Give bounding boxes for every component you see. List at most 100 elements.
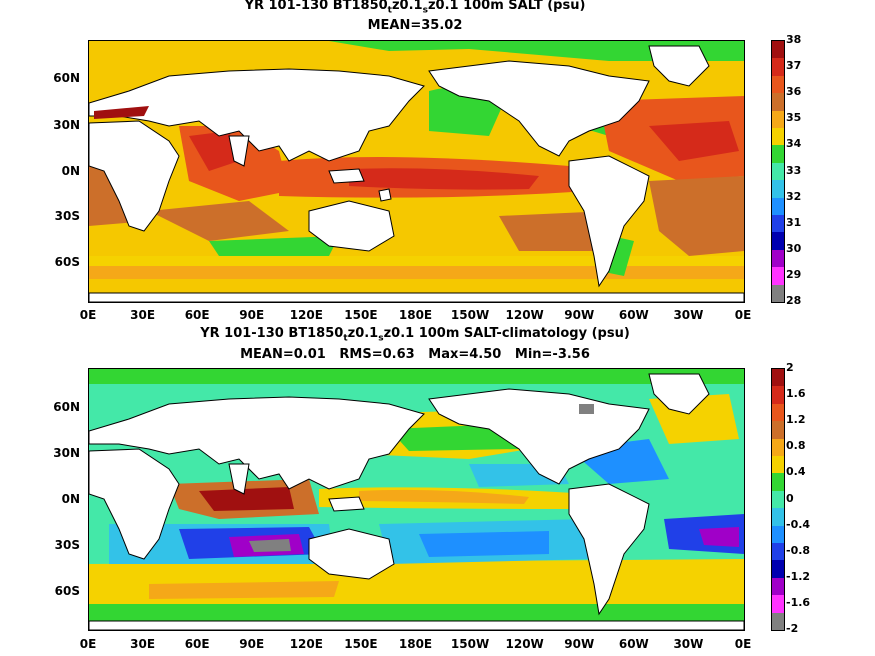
map1-title-part1: YR 101-130 BT1850 bbox=[244, 0, 388, 13]
map2-lat-30n: 30N bbox=[53, 446, 80, 460]
map2-colorbar-tick: 1.6 bbox=[786, 387, 806, 401]
map1-colorbar-tick: 29 bbox=[786, 267, 802, 281]
map1-title-sub-s: s bbox=[422, 5, 428, 16]
map2-colorbar-tick: 0.4 bbox=[786, 465, 806, 479]
map1-lon-label: 30W bbox=[673, 308, 704, 322]
map2-colorbar-tick: -1.6 bbox=[786, 595, 811, 609]
map1-colorbar-swatch bbox=[772, 58, 784, 77]
map1-colorbar-tick: 37 bbox=[786, 59, 802, 73]
map2-lon-label: 30E bbox=[130, 637, 156, 651]
map2-lon-label: 90W bbox=[564, 637, 595, 651]
map1-lon-label: 150E bbox=[344, 308, 378, 322]
map1-colorbar-tick: 28 bbox=[786, 294, 802, 307]
map2-colorbar bbox=[771, 368, 785, 631]
map1-colorbar-swatch bbox=[772, 41, 784, 59]
map1-colorbar-tick: 33 bbox=[786, 163, 802, 177]
map2-title-part3: z0.1 100m SALT-climatology (psu) bbox=[383, 326, 630, 341]
map2-title-part1: YR 101-130 BT1850 bbox=[200, 326, 344, 341]
map1-colorbar-swatch bbox=[772, 232, 784, 251]
map2-title-part2: z0.1 bbox=[347, 326, 379, 341]
map2-colorbar-swatch bbox=[772, 386, 784, 405]
map1-colorbar bbox=[771, 40, 785, 303]
map1-colorbar-swatch bbox=[772, 110, 784, 129]
map1-title: YR 101-130 BT1850tz0.1sz0.1 100m SALT (p… bbox=[0, 0, 830, 19]
map2-colorbar-swatch bbox=[772, 508, 784, 527]
map2-lon-label: 150E bbox=[344, 637, 378, 651]
map1-title-part2: z0.1 bbox=[391, 0, 423, 13]
map1-colorbar-swatch bbox=[772, 75, 784, 94]
map1-colorbar-swatch bbox=[772, 215, 784, 233]
map1-colorbar-swatch bbox=[772, 93, 784, 112]
map2-colorbar-swatch bbox=[772, 525, 784, 544]
map1-lon-label: 180E bbox=[398, 308, 433, 322]
map2-colorbar-tick: -0.4 bbox=[786, 517, 811, 531]
map2-lon-label: 120E bbox=[289, 637, 323, 651]
map2-lon-label: 90E bbox=[239, 637, 265, 651]
map2-lon-label: 60W bbox=[618, 637, 649, 651]
map2-lon-label: 0E bbox=[734, 637, 752, 651]
map2-colorbar-tick: 1.2 bbox=[786, 413, 806, 427]
map1-lon-label: 0E bbox=[734, 308, 752, 322]
map2-lon-label: 0E bbox=[79, 637, 97, 651]
map2-lon-label: 180E bbox=[398, 637, 433, 651]
map2-lat-30s: 30S bbox=[54, 538, 80, 552]
map1-colorbar-tick: 32 bbox=[786, 189, 802, 203]
map2-anomaly-map bbox=[88, 368, 745, 631]
map1-lon-label: 150W bbox=[450, 308, 490, 322]
map1-mean-label: MEAN=35.02 bbox=[367, 18, 463, 33]
map1-lon-label: 120W bbox=[505, 308, 544, 322]
map2-lon-label: 120W bbox=[505, 637, 544, 651]
map2-colorbar-tick: 0.8 bbox=[786, 439, 806, 453]
map1-salinity-map bbox=[88, 40, 745, 303]
map1-title-part3: z0.1 100m SALT (psu) bbox=[427, 0, 586, 13]
map2-lon-label: 150W bbox=[450, 637, 490, 651]
map2-lon-label: 30W bbox=[673, 637, 704, 651]
map1-lon-label: 30E bbox=[130, 308, 156, 322]
map2-colorbar-swatch bbox=[772, 438, 784, 457]
map2-colorbar-swatch bbox=[772, 543, 784, 561]
map1-colorbar-swatch bbox=[772, 162, 784, 181]
map1-lon-label: 90W bbox=[564, 308, 595, 322]
map2-lat-0n: 0N bbox=[61, 492, 80, 506]
map2-title: YR 101-130 BT1850tz0.1sz0.1 100m SALT-cl… bbox=[0, 326, 830, 347]
map1-colorbar-tick: 36 bbox=[786, 85, 802, 99]
map1-lat-0n: 0N bbox=[61, 164, 80, 178]
map1-colorbar-tick: 34 bbox=[786, 137, 802, 151]
map2-colorbar-tick: -0.8 bbox=[786, 543, 811, 557]
map2-lat-60n: 60N bbox=[53, 400, 80, 414]
map2-colorbar-swatch bbox=[772, 421, 784, 440]
map2-colorbar-swatch bbox=[772, 612, 784, 631]
map2-colorbar-swatch bbox=[772, 473, 784, 492]
map1-colorbar-swatch bbox=[772, 249, 784, 268]
map2-colorbar-swatch bbox=[772, 560, 784, 579]
map1-lat-30s: 30S bbox=[54, 209, 80, 223]
map2-colorbar-swatch bbox=[772, 369, 784, 387]
map2-colorbar-swatch bbox=[772, 456, 784, 474]
map2-title-sub-t: t bbox=[343, 333, 348, 344]
map1-colorbar-tick: 35 bbox=[786, 111, 802, 125]
map1-lat-30n: 30N bbox=[53, 118, 80, 132]
map1-colorbar-swatch bbox=[772, 180, 784, 199]
map1-title-sub-t: t bbox=[387, 5, 392, 16]
map1-lon-label: 120E bbox=[289, 308, 323, 322]
map2-colorbar-tick: 0 bbox=[786, 491, 794, 505]
map2-colorbar-swatch bbox=[772, 577, 784, 596]
map1-colorbar-swatch bbox=[772, 197, 784, 216]
map1-lon-label: 0E bbox=[79, 308, 97, 322]
map2-colorbar-tick: -1.2 bbox=[786, 569, 811, 583]
map2-colorbar-swatch bbox=[772, 595, 784, 614]
map2-lat-60s: 60S bbox=[54, 584, 80, 598]
map1-colorbar-swatch bbox=[772, 284, 784, 303]
map1-colorbar-tick: 31 bbox=[786, 215, 802, 229]
map2-field bbox=[89, 369, 744, 630]
map1-lat-60n: 60N bbox=[53, 71, 80, 85]
map1-colorbar-tick: 30 bbox=[786, 241, 802, 255]
map1-lon-label: 90E bbox=[239, 308, 265, 322]
map1-colorbar-swatch bbox=[772, 267, 784, 286]
map1-lon-label: 60W bbox=[618, 308, 649, 322]
map2-title-sub-s: s bbox=[378, 333, 384, 344]
map1-colorbar-tick: 38 bbox=[786, 33, 802, 46]
map1-colorbar-swatch bbox=[772, 145, 784, 164]
map2-stats-label: MEAN=0.01 RMS=0.63 Max=4.50 Min=-3.56 bbox=[240, 347, 590, 362]
map1-lon-label: 60E bbox=[184, 308, 210, 322]
